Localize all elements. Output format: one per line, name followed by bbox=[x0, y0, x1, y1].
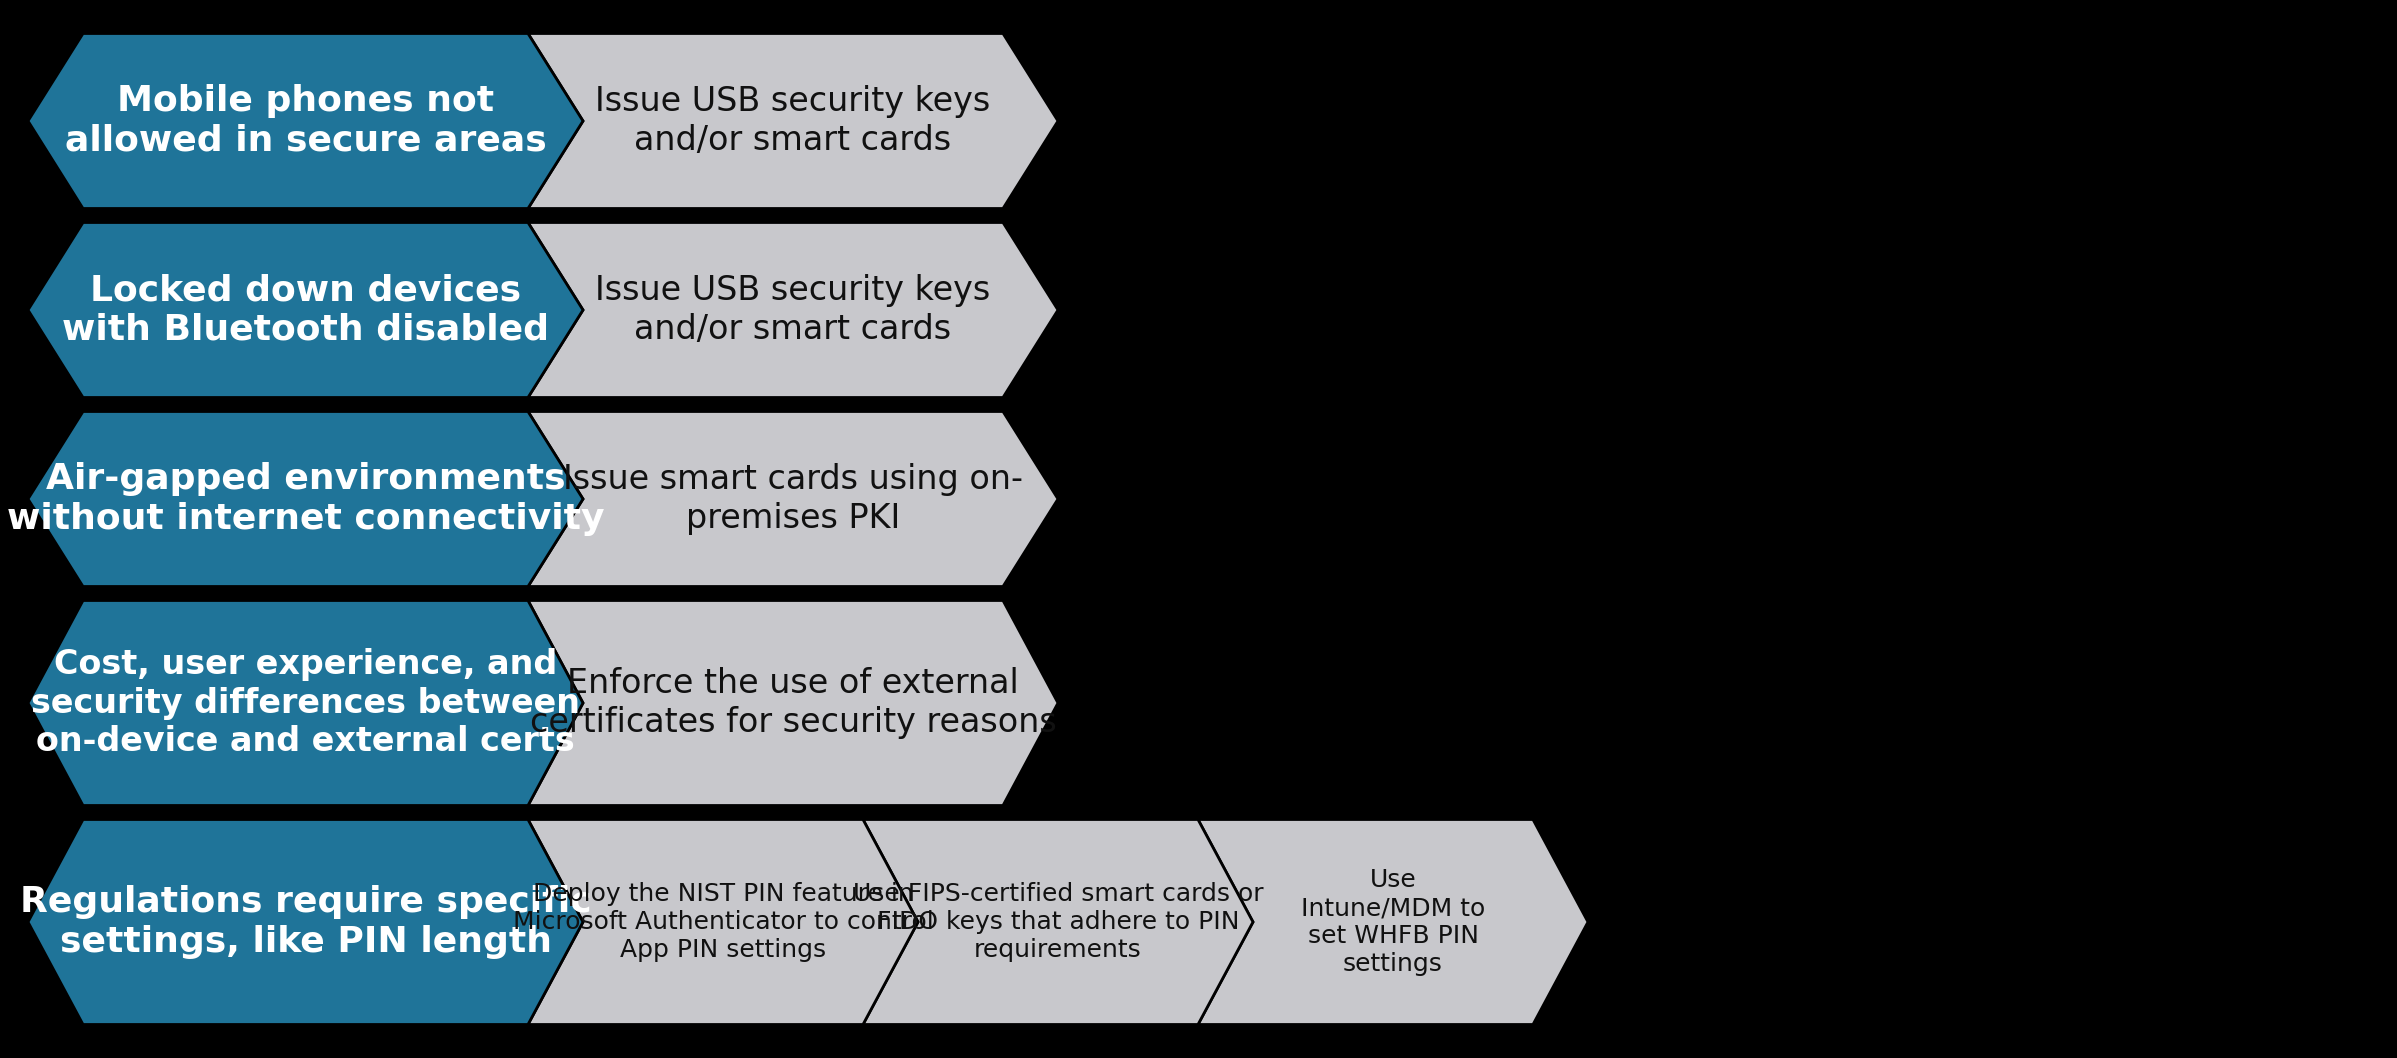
Polygon shape bbox=[527, 601, 1057, 805]
Polygon shape bbox=[29, 412, 582, 586]
Text: Issue USB security keys
and/or smart cards: Issue USB security keys and/or smart car… bbox=[594, 274, 990, 346]
Text: Locked down devices
with Bluetooth disabled: Locked down devices with Bluetooth disab… bbox=[62, 273, 549, 347]
Polygon shape bbox=[527, 412, 1057, 586]
Polygon shape bbox=[29, 34, 582, 208]
Polygon shape bbox=[527, 222, 1057, 398]
Text: Deploy the NIST PIN feature in
Microsoft Authenticator to control
App PIN settin: Deploy the NIST PIN feature in Microsoft… bbox=[513, 882, 932, 962]
Polygon shape bbox=[29, 820, 582, 1024]
Text: Use
Intune/MDM to
set WHFB PIN
settings: Use Intune/MDM to set WHFB PIN settings bbox=[1302, 869, 1486, 975]
Text: Cost, user experience, and
security differences between
on-device and external c: Cost, user experience, and security diff… bbox=[31, 649, 580, 758]
Text: Regulations require specific
settings, like PIN length: Regulations require specific settings, l… bbox=[19, 886, 592, 959]
Polygon shape bbox=[1198, 820, 1587, 1024]
Text: Enforce the use of external
certificates for security reasons: Enforce the use of external certificates… bbox=[530, 668, 1057, 738]
Polygon shape bbox=[863, 820, 1254, 1024]
Polygon shape bbox=[29, 222, 582, 398]
Polygon shape bbox=[527, 34, 1057, 208]
Text: Issue USB security keys
and/or smart cards: Issue USB security keys and/or smart car… bbox=[594, 86, 990, 157]
Text: Air-gapped environments
without internet connectivity: Air-gapped environments without internet… bbox=[7, 462, 604, 535]
Polygon shape bbox=[29, 601, 582, 805]
Text: Mobile phones not
allowed in secure areas: Mobile phones not allowed in secure area… bbox=[65, 85, 547, 158]
Text: Use FIPS-certified smart cards or
FIDO keys that adhere to PIN
requirements: Use FIPS-certified smart cards or FIDO k… bbox=[853, 882, 1263, 962]
Text: Issue smart cards using on-
premises PKI: Issue smart cards using on- premises PKI bbox=[563, 463, 1024, 534]
Polygon shape bbox=[527, 820, 918, 1024]
